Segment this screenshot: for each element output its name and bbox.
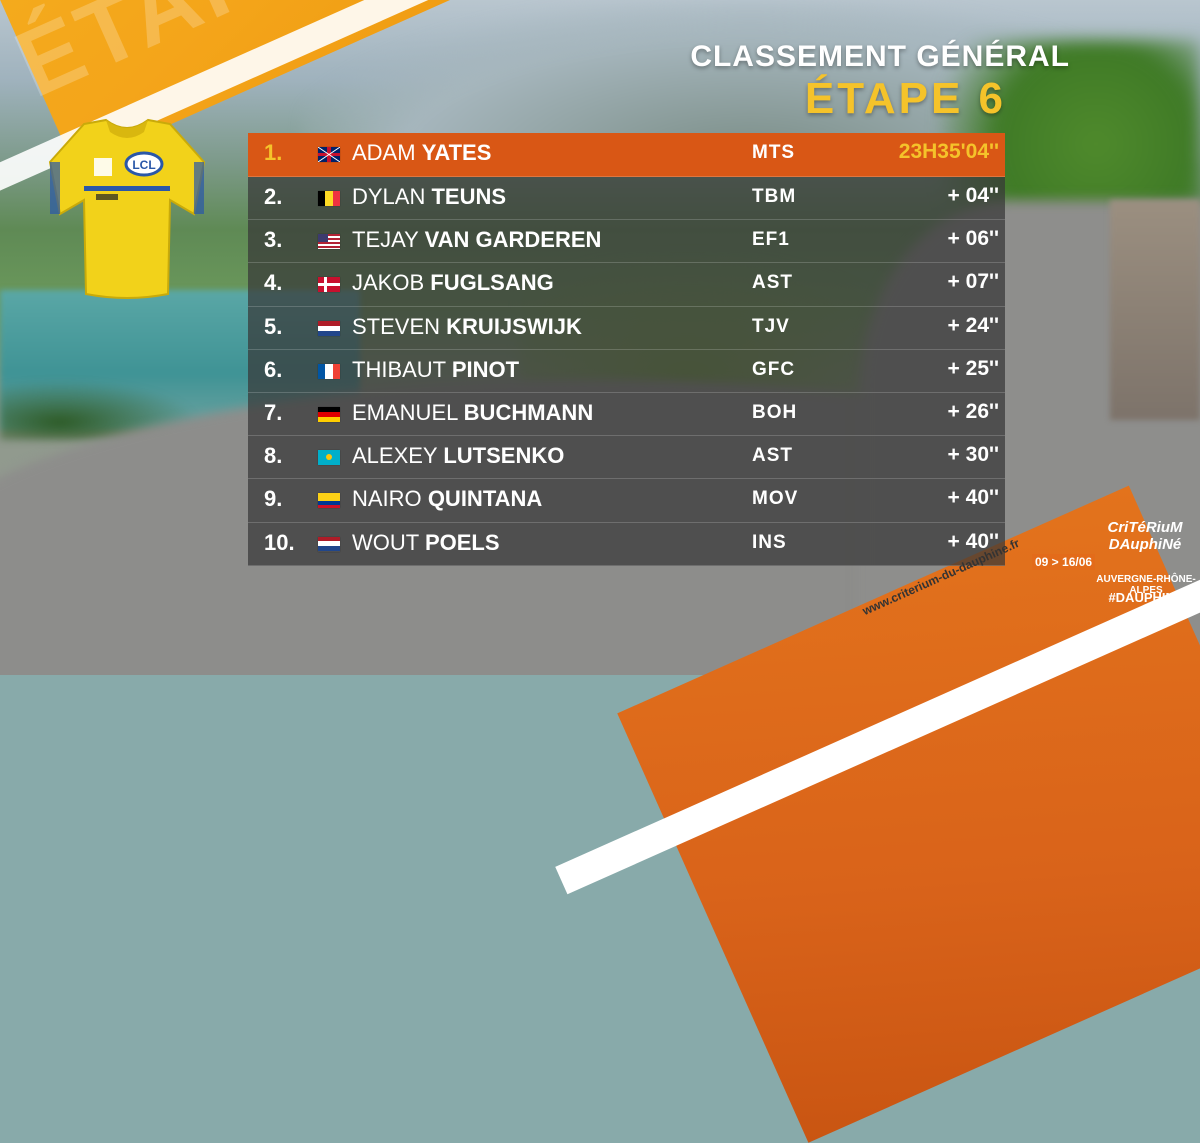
rank: 1. xyxy=(264,140,283,165)
rider-last-name: PINOT xyxy=(451,356,520,382)
rank: 6. xyxy=(264,356,283,382)
table-row: 5. STEVEN KRUIJSWIJK TJV + 24'' xyxy=(248,306,1005,350)
yellow-jersey-icon: LCL xyxy=(48,118,206,299)
logo-line-2: DAuphiNé xyxy=(1108,536,1182,553)
flag-co-icon xyxy=(318,493,340,509)
rank: 10. xyxy=(264,529,295,555)
stage-title: ÉTAPE 6 xyxy=(804,74,1006,123)
rank: 3. xyxy=(264,227,283,253)
flag-nl-icon xyxy=(318,320,340,336)
event-dates: 09 > 16/06 xyxy=(1032,554,1096,570)
team-code: GFC xyxy=(752,358,796,380)
rider-name: THIBAUT PINOT xyxy=(352,357,519,383)
team-code: MTS xyxy=(752,142,796,163)
rider-last-name: KRUIJSWIJK xyxy=(446,313,582,339)
time-gap: + 26'' xyxy=(947,399,999,423)
time-gap: + 04'' xyxy=(947,184,999,207)
rider-last-name: POELS xyxy=(424,529,500,555)
rider-name: NAIRO QUINTANA xyxy=(352,486,542,512)
rank: 2. xyxy=(264,184,283,209)
rider-name: JAKOB FUGLSANG xyxy=(352,270,554,296)
time-gap: + 06'' xyxy=(947,227,999,251)
flag-us-icon xyxy=(318,234,340,250)
flag-be-icon xyxy=(318,191,340,206)
rider-first-name: ALEXEY xyxy=(352,443,438,469)
rider-last-name: FUGLSANG xyxy=(430,270,554,296)
team-code: AST xyxy=(752,445,793,467)
rider-last-name: TEUNS xyxy=(431,184,507,209)
team-code: TJV xyxy=(752,315,790,337)
page-title: CLASSEMENT GÉNÉRAL xyxy=(690,40,1070,73)
svg-text:LCL: LCL xyxy=(132,158,155,172)
time-gap: + 25'' xyxy=(947,356,999,380)
time-gap: 23H35'04'' xyxy=(898,140,999,163)
table-row: 4. JAKOB FUGLSANG AST + 07'' xyxy=(248,263,1005,307)
time-gap: + 40'' xyxy=(947,529,999,553)
hashtag-label: #DAUPHINE xyxy=(1108,590,1184,605)
team-code: INS xyxy=(752,531,787,553)
rider-name: STEVEN KRUIJSWIJK xyxy=(352,314,582,340)
table-row: 3. TEJAY VAN GARDEREN EF1 + 06'' xyxy=(248,220,1005,264)
table-row: 8. ALEXEY LUTSENKO AST + 30'' xyxy=(248,436,1005,480)
flag-dk-icon xyxy=(318,277,340,293)
flag-de-icon xyxy=(318,406,340,422)
rider-name: EMANUEL BUCHMANN xyxy=(352,400,593,426)
criterium-logo: CriTéRiuM DAuphiNé xyxy=(1100,506,1190,570)
table-row: 1. ADAM YATES MTS 23H35'04'' xyxy=(248,133,1005,177)
rider-name: ALEXEY LUTSENKO xyxy=(352,443,564,469)
table-row: 6. THIBAUT PINOT GFC + 25'' xyxy=(248,349,1005,393)
rider-last-name: YATES xyxy=(421,140,492,165)
rider-first-name: THIBAUT xyxy=(352,356,446,382)
rank: 7. xyxy=(264,399,283,425)
team-code: BOH xyxy=(752,401,798,423)
flag-fr-icon xyxy=(318,363,340,379)
table-row: 9. NAIRO QUINTANA MOV + 40'' xyxy=(248,479,1005,523)
rank: 9. xyxy=(264,486,283,512)
rider-first-name: TEJAY xyxy=(352,227,419,253)
time-gap: + 40'' xyxy=(947,486,999,510)
flag-kz-icon xyxy=(318,450,340,466)
rank: 4. xyxy=(264,270,283,296)
rider-first-name: NAIRO xyxy=(352,486,422,512)
table-row: 7. EMANUEL BUCHMANN BOH + 26'' xyxy=(248,392,1005,437)
time-gap: + 24'' xyxy=(947,313,999,337)
rank: 5. xyxy=(264,313,283,339)
rider-name: DYLAN TEUNS xyxy=(352,184,506,210)
rider-first-name: STEVEN xyxy=(352,313,441,339)
table-row: 10. WOUT POELS INS + 40'' xyxy=(248,522,1005,566)
rank: 8. xyxy=(264,443,283,469)
team-code: MOV xyxy=(752,488,799,510)
flag-gb-icon xyxy=(318,147,340,162)
rider-first-name: WOUT xyxy=(352,529,419,555)
rider-last-name: LUTSENKO xyxy=(443,443,565,469)
team-code: TBM xyxy=(752,186,797,207)
rider-last-name: VAN GARDEREN xyxy=(424,227,602,253)
team-code: AST xyxy=(752,272,793,294)
flag-nl-icon xyxy=(318,536,340,552)
region-label: AUVERGNE-RHÔNE-ALPES xyxy=(1096,574,1196,596)
rider-name: TEJAY VAN GARDEREN xyxy=(352,227,601,253)
rider-first-name: DYLAN xyxy=(352,184,426,209)
table-row: 2. DYLAN TEUNS TBM + 04'' xyxy=(248,177,1005,221)
rider-first-name: ADAM xyxy=(352,140,416,165)
time-gap: + 30'' xyxy=(947,443,999,467)
standings-table: 1. ADAM YATES MTS 23H35'04'' 2. DYLAN TEUNS TB… xyxy=(248,133,1005,566)
rider-name: WOUT POELS xyxy=(352,530,500,556)
rider-first-name: JAKOB xyxy=(352,270,425,296)
rider-last-name: QUINTANA xyxy=(427,486,543,512)
team-code: EF1 xyxy=(752,229,790,251)
rider-last-name: BUCHMANN xyxy=(463,399,594,425)
time-gap: + 07'' xyxy=(947,270,999,294)
rider-name: ADAM YATES xyxy=(352,140,491,166)
logo-line-1: CriTéRiuM xyxy=(1107,519,1183,536)
rider-first-name: EMANUEL xyxy=(352,399,458,425)
